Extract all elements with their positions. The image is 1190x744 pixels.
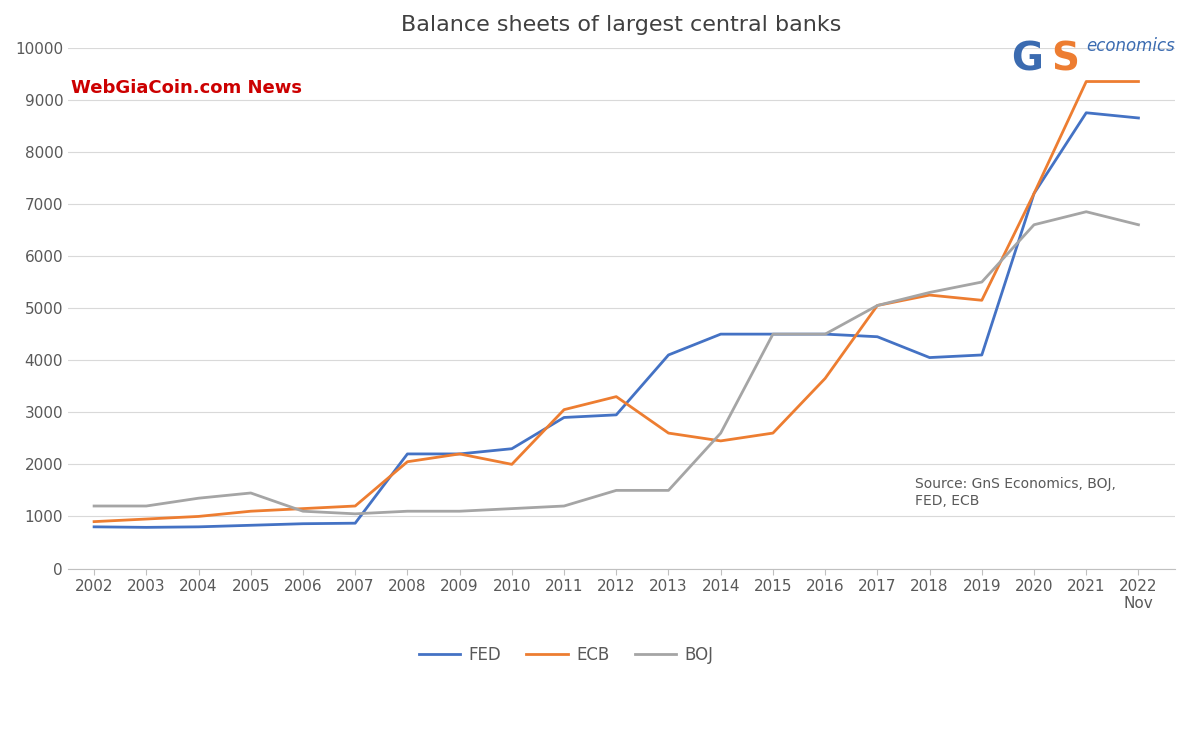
ECB [818,374,832,383]
Text: Source: GnS Economics, BOJ,
FED, ECB: Source: GnS Economics, BOJ, FED, ECB [915,478,1116,507]
ECB [452,449,466,458]
FED [139,523,154,532]
FED [244,521,258,530]
ECB [609,392,624,401]
ECB [662,429,676,437]
BOJ [1132,220,1146,229]
FED [557,413,571,422]
BOJ [87,501,101,510]
ECB [400,458,414,466]
BOJ [505,504,519,513]
ECB [1079,77,1094,86]
ECB [922,291,937,300]
FED [347,519,362,527]
Line: BOJ: BOJ [94,212,1139,514]
BOJ [662,486,676,495]
ECB [714,437,728,446]
ECB [870,301,884,310]
FED [1132,114,1146,123]
BOJ [1079,208,1094,217]
FED [192,522,206,531]
Text: S: S [1051,41,1079,79]
Line: ECB: ECB [94,82,1139,522]
ECB [557,405,571,414]
FED [818,330,832,339]
FED [1079,109,1094,118]
BOJ [870,301,884,310]
Text: economics: economics [1086,37,1176,55]
BOJ [400,507,414,516]
BOJ [244,489,258,498]
ECB [1132,77,1146,86]
ECB [347,501,362,510]
BOJ [714,429,728,437]
Title: Balance sheets of largest central banks: Balance sheets of largest central banks [401,15,841,35]
FED [452,449,466,458]
FED [296,519,311,528]
Text: G: G [1012,41,1044,79]
FED [662,350,676,359]
BOJ [347,510,362,519]
Line: FED: FED [94,113,1139,527]
BOJ [557,501,571,510]
Legend: FED, ECB, BOJ: FED, ECB, BOJ [412,639,720,670]
ECB [244,507,258,516]
ECB [505,460,519,469]
BOJ [818,330,832,339]
BOJ [1027,220,1041,229]
FED [975,350,989,359]
FED [400,449,414,458]
ECB [975,296,989,305]
BOJ [766,330,781,339]
FED [609,411,624,420]
ECB [1027,189,1041,198]
FED [87,522,101,531]
BOJ [192,494,206,503]
ECB [766,429,781,437]
FED [922,353,937,362]
BOJ [975,278,989,286]
FED [714,330,728,339]
BOJ [922,288,937,297]
FED [505,444,519,453]
Text: WebGiaCoin.com News: WebGiaCoin.com News [71,79,302,97]
BOJ [452,507,466,516]
ECB [192,512,206,521]
BOJ [609,486,624,495]
FED [870,333,884,341]
ECB [296,504,311,513]
FED [1027,189,1041,198]
BOJ [296,507,311,516]
ECB [87,517,101,526]
ECB [139,515,154,524]
FED [766,330,781,339]
BOJ [139,501,154,510]
